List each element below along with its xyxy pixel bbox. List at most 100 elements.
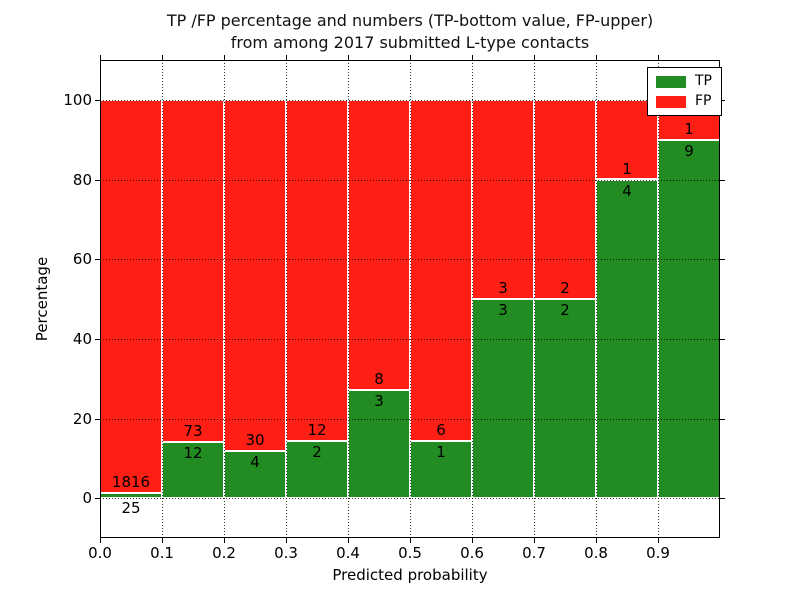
tp-count-label: 3 — [374, 391, 384, 410]
y-tick-label: 40 — [72, 329, 92, 348]
legend-fp-label: FP — [695, 93, 712, 109]
tp-count-label: 12 — [183, 443, 203, 462]
bar-segment-fp — [162, 99, 224, 442]
v-gridline — [286, 60, 287, 538]
tp-count-label: 2 — [560, 301, 570, 319]
tp-count-label: 25 — [121, 498, 141, 517]
v-gridline — [410, 60, 411, 538]
legend-tp-label: TP — [695, 73, 712, 89]
y-tick-mark-right — [720, 338, 725, 340]
y-tick-mark — [95, 418, 100, 420]
bar-segment-fp — [472, 99, 534, 299]
fp-count-label: 1 — [622, 159, 632, 178]
v-gridline — [224, 60, 225, 538]
tp-count-label: 4 — [622, 181, 632, 200]
x-tick-mark — [534, 538, 535, 543]
bar-segment-fp — [286, 99, 348, 442]
bar-segment-tp — [658, 139, 720, 499]
x-tick-label: 0.2 — [212, 544, 236, 562]
x-tick-mark — [596, 538, 597, 543]
x-axis-label: Predicted probability — [332, 566, 488, 584]
legend-fp-swatch-icon — [656, 95, 686, 108]
x-tick-mark — [410, 538, 411, 543]
tp-count-label: 4 — [250, 453, 260, 472]
tp-count-label: 9 — [684, 141, 694, 160]
fp-count-label: 8 — [374, 369, 384, 388]
fp-count-label: 3 — [498, 279, 508, 297]
y-tick-label: 0 — [82, 489, 92, 508]
y-tick-label: 80 — [72, 170, 92, 189]
x-tick-mark-top — [534, 55, 535, 60]
bar-segment-tp — [472, 299, 534, 499]
x-tick-label: 0.8 — [584, 544, 608, 562]
fp-count-label: 1816 — [111, 472, 151, 491]
y-tick-label: 60 — [72, 250, 92, 269]
x-tick-label: 0.3 — [274, 544, 298, 562]
x-tick-label: 0.7 — [522, 544, 546, 562]
x-tick-mark — [162, 538, 163, 543]
legend: TP FP — [647, 67, 722, 116]
plot-area: 1816 25 73 12 30 4 12 2 8 3 6 1 3 3 2 2 1 4 1 9 — [100, 60, 720, 538]
x-tick-mark-top — [658, 55, 659, 60]
tp-count-label: 3 — [498, 301, 508, 319]
fp-count-label: 2 — [560, 279, 570, 297]
y-tick-label: 100 — [63, 90, 92, 109]
x-tick-label: 0.9 — [646, 544, 670, 562]
y-axis-label: Percentage — [33, 256, 51, 342]
bar-segment-tp — [162, 441, 224, 499]
x-tick-mark-top — [596, 55, 597, 60]
tp-count-label: 1 — [436, 443, 446, 462]
x-tick-mark-top — [410, 55, 411, 60]
bar-segment-tp — [286, 441, 348, 499]
x-tick-mark-top — [286, 55, 287, 60]
v-gridline — [348, 60, 349, 538]
v-gridline — [534, 60, 535, 538]
bar-segment-fp — [100, 99, 162, 493]
bar-segment-fp — [224, 99, 286, 452]
x-tick-label: 0.5 — [398, 544, 422, 562]
legend-entry-fp: FP — [656, 94, 712, 109]
x-tick-mark — [658, 538, 659, 543]
bar-segment-tp — [348, 389, 410, 499]
chart-title-line1: TP /FP percentage and numbers (TP-bottom… — [166, 11, 654, 30]
y-tick-mark — [95, 179, 100, 181]
fp-count-label: 30 — [245, 431, 265, 450]
x-tick-mark-top — [224, 55, 225, 60]
x-tick-mark — [224, 538, 225, 543]
x-tick-mark-top — [348, 55, 349, 60]
y-tick-mark — [95, 338, 100, 340]
x-tick-label: 0.6 — [460, 544, 484, 562]
y-tick-mark-right — [720, 99, 725, 101]
x-tick-mark — [348, 538, 349, 543]
bar-segment-fp — [348, 99, 410, 390]
x-tick-mark — [286, 538, 287, 543]
fp-count-label: 73 — [183, 421, 203, 440]
bar-segment-fp — [534, 99, 596, 299]
y-tick-label: 20 — [72, 409, 92, 428]
tp-count-label: 2 — [312, 443, 322, 462]
fp-count-label: 1 — [684, 119, 694, 138]
x-tick-label: 0.0 — [88, 544, 112, 562]
v-gridline — [162, 60, 163, 538]
v-gridline — [472, 60, 473, 538]
x-tick-mark-top — [100, 55, 101, 60]
chart-title: TP /FP percentage and numbers (TP-bottom… — [100, 10, 720, 54]
x-tick-mark-top — [472, 55, 473, 60]
x-tick-label: 0.1 — [150, 544, 174, 562]
fp-count-label: 12 — [307, 421, 327, 440]
v-gridline — [596, 60, 597, 538]
y-tick-mark-right — [720, 179, 725, 181]
x-tick-mark — [100, 538, 101, 543]
y-tick-mark — [95, 498, 100, 500]
y-tick-mark — [95, 99, 100, 101]
y-tick-mark-right — [720, 259, 725, 261]
legend-entry-tp: TP — [656, 74, 712, 89]
legend-tp-swatch-icon — [656, 75, 686, 88]
y-tick-mark — [95, 259, 100, 261]
x-tick-label: 0.4 — [336, 544, 360, 562]
fp-count-label: 6 — [436, 421, 446, 440]
y-tick-mark-right — [720, 498, 725, 500]
y-tick-mark-right — [720, 418, 725, 420]
bar-segment-tp — [534, 299, 596, 499]
